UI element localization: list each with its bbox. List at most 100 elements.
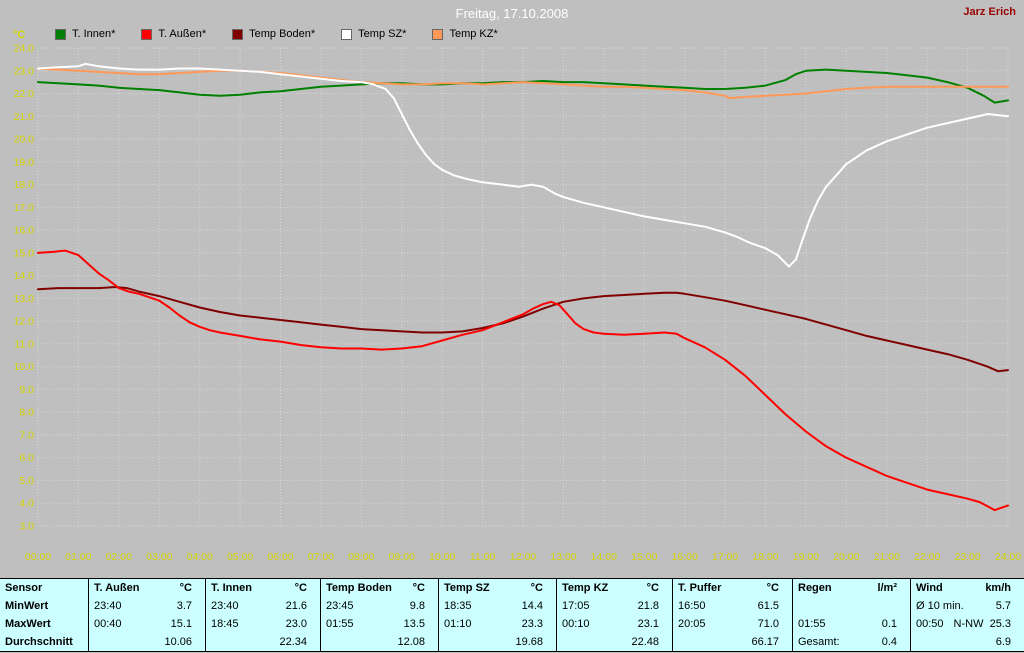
table-header-unit: °C xyxy=(294,582,307,594)
y-axis-unit-label: °C xyxy=(13,29,26,41)
watermark-text: Jarz Erich xyxy=(963,6,1016,18)
table-row: Durchschnitt xyxy=(0,633,88,651)
x-axis-tick-label: 09:00 xyxy=(389,551,415,563)
table-row: 22.48 xyxy=(557,633,672,651)
avg-value-cell: 0.4 xyxy=(881,636,897,648)
table-header-name: Temp KZ xyxy=(562,582,609,594)
table-row: 6.9 xyxy=(911,633,1024,651)
table-col-regen: Regen l/m² 01:55 0.1 Gesamt: 0.4 xyxy=(792,579,910,651)
legend-label: Temp SZ* xyxy=(358,28,407,40)
table-row: 16:50 61.5 xyxy=(673,597,792,615)
y-axis-tick-label: 16.0 xyxy=(14,225,35,237)
max-value-cell: 23.1 xyxy=(637,618,659,630)
min-time-cell: 23:45 xyxy=(326,600,354,612)
page-title: Freitag, 17.10.2008 xyxy=(455,6,569,21)
y-axis-tick-label: 4.0 xyxy=(19,498,34,510)
x-axis-tick-label: 12:00 xyxy=(510,551,536,563)
max-value-cell: 71.0 xyxy=(757,618,779,630)
series-line-t-innen xyxy=(37,68,1009,104)
min-time-cell: 23:40 xyxy=(94,600,122,612)
table-row-label: MaxWert xyxy=(5,618,51,630)
min-time-cell: 18:35 xyxy=(444,600,472,612)
max-value-cell: 23.3 xyxy=(521,618,543,630)
min-value-cell: 21.8 xyxy=(637,600,659,612)
min-value-cell: 14.4 xyxy=(521,600,543,612)
min-value-cell: 61.5 xyxy=(757,600,779,612)
max-value-cell: 23.0 xyxy=(285,618,307,630)
max-time-cell: 20:05 xyxy=(678,618,706,630)
min-value-cell: 3.7 xyxy=(176,600,192,612)
table-row: 20:05 71.0 xyxy=(673,615,792,633)
table-row: Sensor xyxy=(0,579,88,597)
x-axis-tick-label: 08:00 xyxy=(348,551,374,563)
table-col-t-puffer: T. Puffer °C 16:50 61.5 20:05 71.0 66.17 xyxy=(672,579,792,651)
y-axis-tick-label: 12.0 xyxy=(14,316,35,328)
x-axis-tick-label: 11:00 xyxy=(470,551,496,563)
table-header-name: T. Außen xyxy=(94,582,140,594)
max-time-cell: 00:50 xyxy=(916,618,944,630)
table-row: 10.06 xyxy=(89,633,205,651)
table-header-name: Regen xyxy=(798,582,832,594)
x-axis-tick-label: 01:00 xyxy=(65,551,91,563)
series-line-t-au-en xyxy=(37,249,1009,512)
legend-item-t-au-en: T. Außen* xyxy=(141,28,206,40)
y-axis-tick-label: 6.0 xyxy=(19,452,34,464)
x-axis-tick-label: 22:00 xyxy=(914,551,940,563)
max-time-cell: 18:45 xyxy=(211,618,239,630)
table-row-label: Sensor xyxy=(5,582,43,594)
table-row xyxy=(793,597,910,615)
table-row: T. Außen °C xyxy=(89,579,205,597)
avg-value-cell: 66.17 xyxy=(751,636,779,648)
y-axis-tick-label: 21.0 xyxy=(14,111,35,123)
table-row: T. Innen °C xyxy=(206,579,320,597)
table-row: 01:55 0.1 xyxy=(793,615,910,633)
table-row: 00:40 15.1 xyxy=(89,615,205,633)
max-time-cell: 01:55 xyxy=(326,618,354,630)
t-au-en-swatch-icon xyxy=(141,28,153,40)
table-header-unit: °C xyxy=(412,582,425,594)
y-axis-tick-label: 11.0 xyxy=(14,338,34,350)
table-header-name: T. Puffer xyxy=(678,582,722,594)
min-time-cell: 23:40 xyxy=(211,600,239,612)
table-row: 00:10 23.1 xyxy=(557,615,672,633)
min-time-cell: 17:05 xyxy=(562,600,590,612)
max-value-cell: 13.5 xyxy=(403,618,425,630)
x-axis-tick-label: 19:00 xyxy=(793,551,819,563)
min-value-cell: 9.8 xyxy=(409,600,425,612)
legend-label: Temp KZ* xyxy=(449,28,498,40)
max-value-cell: 0.1 xyxy=(881,618,897,630)
avg-label-cell: Gesamt: xyxy=(798,636,840,648)
table-row-label: MinWert xyxy=(5,600,49,612)
series-line-temp-sz xyxy=(37,62,1009,268)
x-axis-tick-label: 00:00 xyxy=(25,551,51,563)
max-value-cell: N-NW 25.3 xyxy=(953,618,1011,630)
max-time-cell: 00:10 xyxy=(562,618,590,630)
table-row: 23:40 3.7 xyxy=(89,597,205,615)
table-row: 18:35 14.4 xyxy=(439,597,556,615)
table-header-unit: °C xyxy=(646,582,659,594)
y-axis-tick-label: 17.0 xyxy=(14,202,35,214)
table-header-name: Temp Boden xyxy=(326,582,392,594)
legend-label: T. Innen* xyxy=(72,28,116,40)
y-axis-tick-label: 15.0 xyxy=(14,247,35,259)
table-row: 23:45 9.8 xyxy=(321,597,438,615)
x-axis-tick-label: 06:00 xyxy=(267,551,293,563)
y-axis-tick-label: 10.0 xyxy=(14,361,35,373)
y-axis-tick-label: 22.0 xyxy=(14,88,35,100)
table-row: 17:05 21.8 xyxy=(557,597,672,615)
table-row: Temp KZ °C xyxy=(557,579,672,597)
avg-value-cell: 19.68 xyxy=(515,636,543,648)
x-axis-tick-label: 24:00 xyxy=(995,551,1021,563)
table-row: Regen l/m² xyxy=(793,579,910,597)
table-header-name: Wind xyxy=(916,582,943,594)
table-header-unit: °C xyxy=(766,582,779,594)
series-line-temp-boden xyxy=(37,286,1009,373)
legend-item-t-innen: T. Innen* xyxy=(55,28,115,40)
temp-boden-swatch-icon xyxy=(232,28,244,40)
table-col-t-innen: T. Innen °C 23:40 21.6 18:45 23.0 22.34 xyxy=(205,579,320,651)
x-axis-tick-label: 13:00 xyxy=(550,551,576,563)
table-header-unit: km/h xyxy=(985,582,1011,594)
y-axis-tick-label: 14.0 xyxy=(14,270,35,282)
y-axis-tick-label: 19.0 xyxy=(14,156,35,168)
legend-item-temp-kz: Temp KZ* xyxy=(432,28,498,40)
